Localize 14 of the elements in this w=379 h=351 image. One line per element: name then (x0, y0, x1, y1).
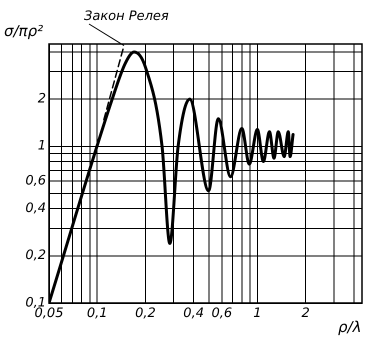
y-tick-label: 0,6 (25, 173, 46, 188)
y-tick-label: 1 (38, 138, 46, 154)
x-tick-label: 1 (253, 306, 262, 322)
x-tick-label: 0,1 (86, 306, 108, 322)
x-axis-title: ρ/λ (338, 318, 362, 337)
x-tick-label: 0,2 (135, 306, 156, 322)
y-axis-title: σ/πρ² (4, 22, 44, 41)
x-tick-label: 0,4 (183, 306, 204, 322)
y-tick-label: 0,4 (25, 201, 46, 216)
annotation: Закон Релея (84, 9, 169, 24)
x-tick-label: 2 (301, 306, 310, 322)
x-tick-label: 0,6 (212, 306, 232, 322)
y-tick-label: 0,2 (25, 248, 46, 264)
y-tick-label: 2 (38, 92, 46, 107)
